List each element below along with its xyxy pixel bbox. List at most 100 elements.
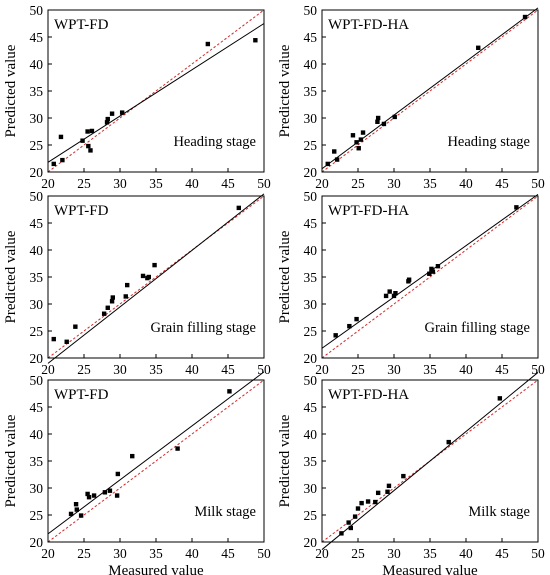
model-label: WPT-FD-HA (328, 387, 409, 403)
data-point (355, 506, 361, 511)
data-point (85, 491, 90, 497)
data-point (109, 111, 115, 116)
data-point (375, 119, 380, 124)
data-point (102, 490, 108, 495)
data-point (205, 41, 211, 47)
fit-line (321, 372, 539, 550)
x-tick-label: 45 (495, 176, 509, 191)
data-point (104, 120, 110, 125)
stage-label: Heading stage (173, 134, 256, 150)
reference-line (321, 195, 539, 359)
y-tick-label: 35 (304, 84, 318, 99)
y-tick-label: 50 (30, 189, 44, 204)
x-tick-label: 45 (221, 546, 235, 561)
data-point (60, 157, 65, 163)
y-tick-label: 35 (304, 270, 318, 285)
data-point (427, 271, 432, 276)
data-point (86, 143, 91, 149)
model-label: WPT-FD (54, 17, 109, 33)
data-point (152, 262, 157, 268)
y-tick-label: 25 (304, 138, 318, 153)
data-point (387, 289, 392, 294)
data-point (146, 274, 151, 280)
y-tick-label: 35 (30, 84, 44, 99)
y-tick-label: 20 (30, 535, 44, 550)
data-point (78, 513, 84, 518)
y-tick-label: 30 (304, 297, 318, 312)
y-tick-label: 30 (30, 111, 44, 126)
y-tick-label: 25 (30, 508, 44, 523)
data-point (360, 130, 366, 135)
y-tick-label: 20 (30, 351, 44, 366)
data-point (339, 531, 344, 536)
x-tick-label: 20 (315, 546, 329, 561)
x-tick-label: 50 (531, 176, 545, 191)
model-label: WPT-FD (54, 387, 109, 403)
data-point (107, 488, 113, 493)
data-point (391, 293, 397, 299)
reference-line (47, 9, 265, 173)
data-point (375, 115, 381, 121)
data-point (105, 305, 110, 310)
data-point (383, 293, 389, 299)
x-tick-label: 25 (351, 176, 365, 191)
data-point (74, 507, 79, 512)
x-tick-label: 40 (185, 176, 199, 191)
data-point (359, 500, 364, 506)
data-point (64, 339, 69, 344)
y-tick-label: 25 (30, 324, 44, 339)
data-point (80, 138, 85, 143)
x-tick-label: 30 (387, 362, 401, 377)
data-point (125, 282, 130, 288)
y-tick-label: 50 (30, 373, 44, 388)
y-tick-label: 30 (30, 297, 44, 312)
y-tick-label: 25 (304, 324, 318, 339)
x-tick-label: 25 (351, 546, 365, 561)
model-label: WPT-FD (54, 203, 109, 219)
fit-line (47, 193, 265, 364)
x-tick-label: 35 (149, 362, 163, 377)
y-tick-label: 35 (304, 454, 318, 469)
data-point (354, 316, 359, 322)
data-point (446, 439, 451, 445)
reference-line (321, 9, 539, 173)
y-axis-label: Predicted value (277, 44, 293, 137)
data-point (73, 502, 79, 507)
y-tick-label: 30 (304, 481, 318, 496)
data-point (430, 269, 436, 274)
data-point (115, 471, 121, 477)
data-point (175, 446, 180, 451)
data-point (86, 494, 92, 500)
x-tick-label: 50 (531, 362, 545, 377)
data-point (333, 333, 338, 338)
x-tick-label: 30 (113, 546, 127, 561)
x-axis-label: Measured value (108, 563, 204, 575)
y-axis-label: Predicted value (277, 230, 293, 323)
x-tick-label: 35 (423, 176, 437, 191)
data-point (227, 389, 232, 394)
data-point (130, 453, 135, 459)
y-tick-label: 45 (304, 400, 318, 415)
data-point (325, 161, 330, 167)
x-tick-label: 50 (257, 362, 271, 377)
x-tick-label: 45 (495, 546, 509, 561)
y-tick-label: 50 (304, 3, 318, 18)
data-point (51, 161, 56, 167)
data-point (392, 114, 397, 120)
data-point (123, 294, 128, 299)
x-tick-label: 50 (531, 546, 545, 561)
y-tick-label: 35 (30, 270, 44, 285)
panel-3: 20 25 30 35 40 45 50 20 25 30 35 40 45 50 Predicted va… (3, 189, 271, 377)
stage-label: Milk stage (194, 504, 256, 520)
data-point (373, 499, 378, 505)
data-point (119, 110, 125, 115)
x-tick-label: 20 (41, 362, 55, 377)
y-tick-label: 40 (304, 57, 318, 72)
data-point (385, 489, 390, 494)
x-tick-label: 20 (315, 176, 329, 191)
stage-label: Milk stage (468, 504, 530, 520)
x-tick-label: 40 (459, 546, 473, 561)
y-axis-label: Predicted value (277, 414, 293, 507)
panel-6: 20 25 30 35 40 45 50 20 25 30 35 40 45 50 Predicted va… (277, 372, 545, 575)
